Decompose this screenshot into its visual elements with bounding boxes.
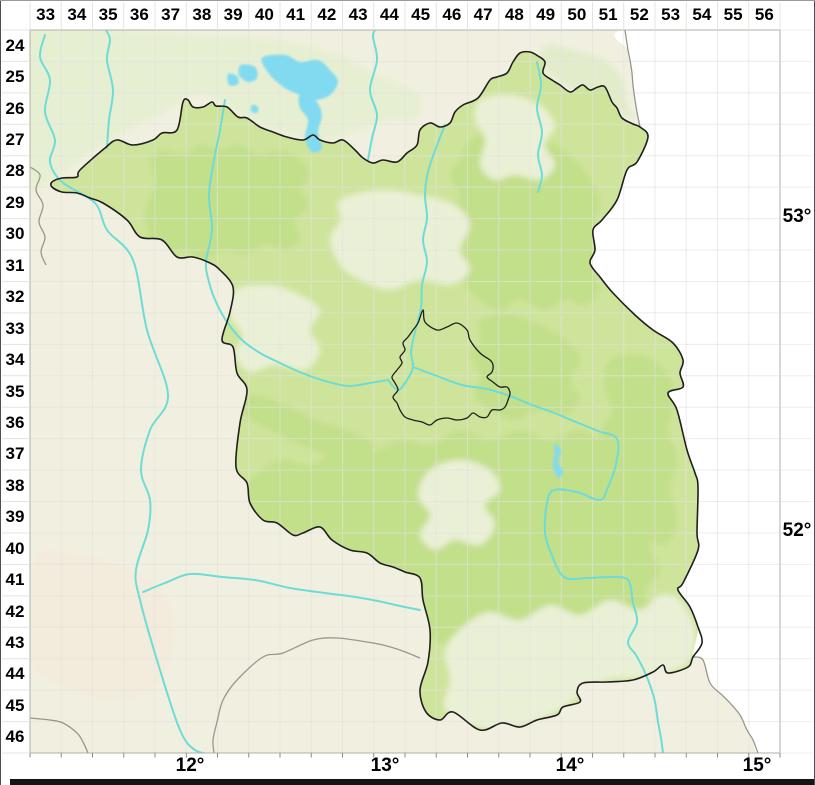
river-6 — [105, 30, 115, 149]
forest-patch-5 — [239, 394, 376, 466]
river-2 — [387, 124, 446, 391]
river-8 — [142, 572, 421, 611]
forest-patch-0 — [144, 144, 311, 260]
river-3 — [412, 366, 644, 669]
other-state-borders — [30, 30, 759, 754]
river-0 — [38, 34, 208, 754]
grid-lines-gray — [30, 30, 780, 754]
gray-border-1 — [692, 656, 759, 754]
river-4 — [642, 667, 664, 754]
open-land-patch-2 — [418, 460, 501, 551]
map-area — [30, 30, 780, 754]
gutter-separators — [2, 2, 813, 754]
state-boundary — [49, 50, 703, 732]
gray-border-2 — [212, 637, 421, 754]
river-7 — [367, 30, 379, 161]
open-land-patch-1 — [474, 94, 556, 181]
gray-border-4 — [30, 166, 47, 266]
lake-0 — [261, 54, 338, 100]
gray-border-3 — [30, 717, 89, 754]
lake-2 — [238, 64, 258, 83]
bottom-ticks — [29, 753, 781, 758]
page-left-border — [0, 0, 1, 785]
grid-lines-white — [30, 30, 780, 754]
page-top-border — [0, 0, 815, 1]
lake-4 — [250, 104, 259, 114]
open-land-patch-3 — [443, 594, 696, 730]
lake-5 — [552, 443, 563, 479]
gray-border-0 — [624, 30, 641, 128]
no-data-region — [589, 30, 780, 754]
bottom-bar — [10, 779, 815, 785]
river-5 — [535, 61, 544, 193]
forest-patch-4 — [598, 354, 679, 546]
forest-patch-3 — [470, 314, 581, 420]
open-land-patch-4 — [229, 284, 321, 373]
open-land-patch-0 — [330, 189, 471, 290]
lake-3 — [227, 73, 239, 86]
outside-patch-2 — [30, 550, 176, 701]
rivers — [38, 30, 664, 754]
berlin-boundary — [391, 309, 511, 426]
